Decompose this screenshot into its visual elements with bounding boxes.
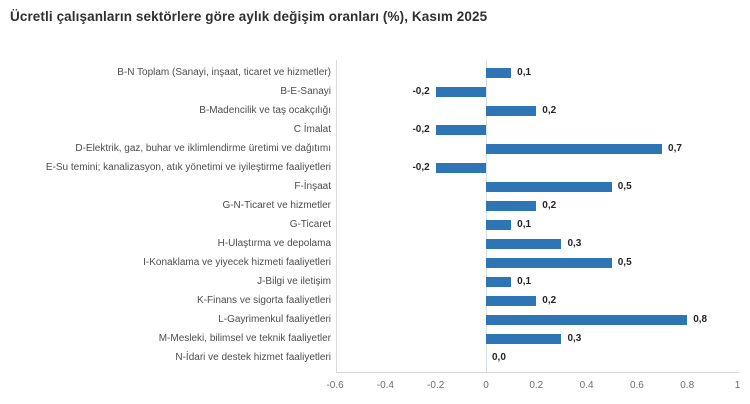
- value-label: 0,1: [517, 67, 532, 78]
- bar: [486, 144, 663, 154]
- x-tick-label: 0: [483, 380, 489, 391]
- plot-left-border: [336, 60, 337, 372]
- bar: [486, 201, 537, 211]
- category-label: G-N-Ticaret ve hizmetler: [222, 200, 331, 211]
- chart-title: Ücretli çalışanların sektörlere göre ayl…: [10, 9, 488, 24]
- value-label: 0,7: [668, 143, 682, 154]
- bar: [486, 334, 562, 344]
- category-label: C İmalat: [293, 124, 331, 135]
- x-tick-label: 0.8: [680, 380, 695, 391]
- zero-gridline: [486, 60, 487, 372]
- bar: [486, 258, 612, 268]
- x-tick-label: -0.4: [376, 380, 394, 391]
- category-label: I-Konaklama ve yiyecek hizmeti faaliyetl…: [143, 257, 331, 268]
- bar: [486, 315, 688, 325]
- bar: [435, 87, 486, 97]
- x-tick-label: 1: [734, 380, 741, 391]
- bar: [486, 277, 512, 287]
- category-label: N-İdari ve destek hizmet faaliyetleri: [175, 352, 331, 363]
- category-label: B-E-Sanayi: [280, 86, 331, 97]
- category-label: H-Ulaştırma ve depolama: [217, 238, 331, 249]
- value-label: 0,2: [542, 200, 557, 211]
- bar: [435, 163, 486, 173]
- x-tick-label: 0.2: [529, 380, 544, 391]
- category-label: K-Finans ve sigorta faaliyetleri: [197, 295, 331, 306]
- value-label: 0,3: [567, 238, 582, 249]
- category-label: E-Su temini; kanalizasyon, atık yönetimi…: [45, 162, 331, 173]
- x-tick-label: -0.6: [326, 380, 344, 391]
- bar: [486, 68, 512, 78]
- value-label: -0,2: [412, 124, 430, 135]
- category-label: F-İnşaat: [294, 181, 331, 192]
- bar: [486, 239, 562, 249]
- x-tick-label: 0.4: [579, 380, 594, 391]
- value-label: 0,1: [517, 219, 532, 230]
- value-label: 0,8: [693, 314, 708, 325]
- value-label: 0,2: [542, 295, 557, 306]
- value-label: -0,2: [412, 162, 430, 173]
- bar: [486, 296, 537, 306]
- bar: [486, 220, 512, 230]
- bar: [435, 125, 486, 135]
- x-tick-label: -0.2: [427, 380, 445, 391]
- bar: [486, 182, 612, 192]
- value-label: 0,5: [617, 257, 632, 268]
- category-label: L-Gayrimenkul faaliyetleri: [218, 314, 331, 325]
- category-label: D-Elektrik, gaz, buhar ve iklimlendirme …: [75, 143, 331, 154]
- value-label: 0,5: [617, 181, 632, 192]
- category-label: B-N Toplam (Sanayi, inşaat, ticaret ve h…: [117, 67, 331, 78]
- value-label: 0,3: [567, 333, 582, 344]
- value-label: -0,2: [412, 86, 430, 97]
- category-label: M-Mesleki, bilimsel ve teknik faaliyetle…: [158, 333, 331, 344]
- bar: [486, 106, 537, 116]
- category-label: J-Bilgi ve iletişim: [257, 276, 331, 287]
- x-tick-label: 0.6: [629, 380, 644, 391]
- x-axis-line: [336, 372, 739, 373]
- category-label: B-Madencilik ve taş ocakçılığı: [199, 105, 331, 116]
- value-label: 0,2: [542, 105, 557, 116]
- category-label: G-Ticaret: [289, 219, 331, 230]
- value-label: 0,1: [517, 276, 532, 287]
- value-label: 0,0: [492, 352, 506, 363]
